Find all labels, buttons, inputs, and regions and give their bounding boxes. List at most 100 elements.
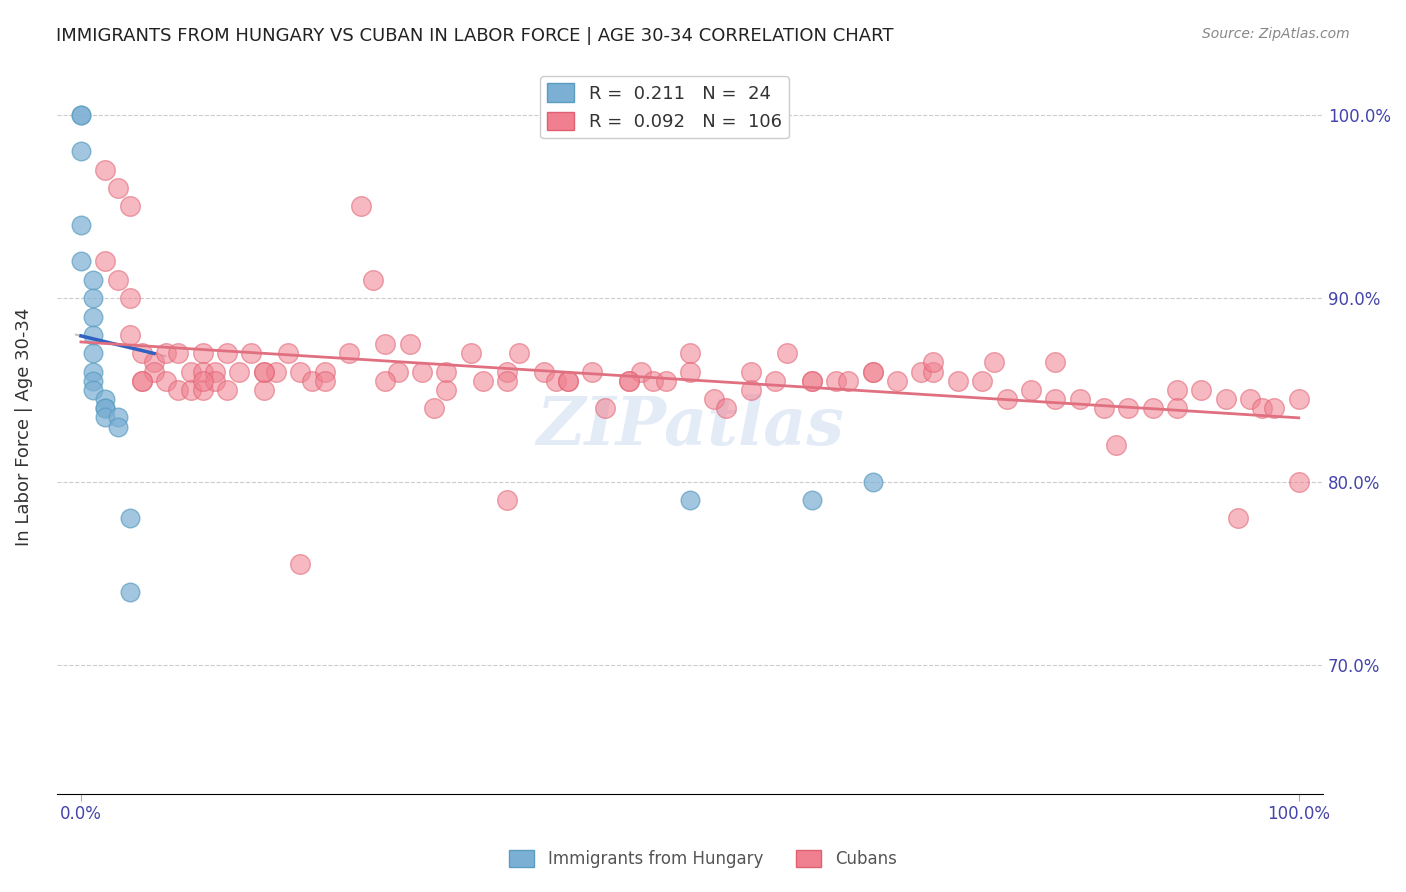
Point xyxy=(800,493,823,508)
Point xyxy=(167,383,190,397)
Point xyxy=(434,383,457,397)
Point xyxy=(460,346,482,360)
Point xyxy=(94,392,117,406)
Point xyxy=(82,273,104,287)
Point xyxy=(800,374,823,388)
Point xyxy=(118,584,141,599)
Point xyxy=(1045,355,1067,369)
Point xyxy=(131,374,153,388)
Point xyxy=(82,374,104,388)
Point xyxy=(1189,383,1212,397)
Point xyxy=(361,273,384,287)
Point xyxy=(82,383,104,397)
Point xyxy=(1142,401,1164,416)
Point xyxy=(557,374,579,388)
Point xyxy=(617,374,640,388)
Point xyxy=(679,346,702,360)
Point xyxy=(837,374,859,388)
Point xyxy=(1105,438,1128,452)
Point xyxy=(107,181,129,195)
Point xyxy=(910,365,932,379)
Point xyxy=(143,365,166,379)
Point xyxy=(1288,392,1310,406)
Point xyxy=(508,346,530,360)
Point xyxy=(1263,401,1285,416)
Point xyxy=(337,346,360,360)
Point xyxy=(862,365,884,379)
Point xyxy=(253,383,276,397)
Point xyxy=(180,383,202,397)
Point xyxy=(82,310,104,324)
Point xyxy=(240,346,263,360)
Point xyxy=(70,218,93,232)
Point xyxy=(1166,383,1188,397)
Point xyxy=(82,346,104,360)
Point xyxy=(82,327,104,342)
Point xyxy=(740,383,762,397)
Point xyxy=(253,365,276,379)
Text: IMMIGRANTS FROM HUNGARY VS CUBAN IN LABOR FORCE | AGE 30-34 CORRELATION CHART: IMMIGRANTS FROM HUNGARY VS CUBAN IN LABO… xyxy=(56,27,894,45)
Point xyxy=(82,291,104,305)
Point xyxy=(800,374,823,388)
Point xyxy=(191,346,214,360)
Point xyxy=(740,365,762,379)
Point xyxy=(471,374,494,388)
Point xyxy=(277,346,299,360)
Point xyxy=(118,291,141,305)
Point xyxy=(544,374,567,388)
Point xyxy=(398,337,420,351)
Point xyxy=(314,374,336,388)
Point xyxy=(972,374,994,388)
Point xyxy=(946,374,969,388)
Point xyxy=(217,383,239,397)
Point xyxy=(643,374,665,388)
Point xyxy=(1251,401,1274,416)
Y-axis label: In Labor Force | Age 30-34: In Labor Force | Age 30-34 xyxy=(15,308,32,546)
Point xyxy=(1045,392,1067,406)
Point xyxy=(155,374,177,388)
Text: ZIPatlas: ZIPatlas xyxy=(536,394,844,459)
Point xyxy=(922,365,945,379)
Point xyxy=(630,365,652,379)
Point xyxy=(131,374,153,388)
Point xyxy=(763,374,786,388)
Point xyxy=(1226,511,1249,525)
Point xyxy=(679,365,702,379)
Point xyxy=(204,374,226,388)
Legend: Immigrants from Hungary, Cubans: Immigrants from Hungary, Cubans xyxy=(503,843,903,875)
Point xyxy=(301,374,323,388)
Point xyxy=(288,365,311,379)
Point xyxy=(679,493,702,508)
Point xyxy=(387,365,409,379)
Point xyxy=(825,374,848,388)
Point xyxy=(70,108,93,122)
Point xyxy=(886,374,908,388)
Point xyxy=(434,365,457,379)
Point xyxy=(1239,392,1261,406)
Point xyxy=(180,365,202,379)
Point xyxy=(862,475,884,489)
Point xyxy=(593,401,616,416)
Point xyxy=(496,365,519,379)
Point xyxy=(118,199,141,213)
Point xyxy=(167,346,190,360)
Point xyxy=(204,365,226,379)
Point xyxy=(118,327,141,342)
Point xyxy=(94,401,117,416)
Point xyxy=(228,365,250,379)
Point xyxy=(776,346,799,360)
Point xyxy=(94,410,117,425)
Point xyxy=(1019,383,1042,397)
Point xyxy=(423,401,446,416)
Point xyxy=(191,365,214,379)
Point xyxy=(496,374,519,388)
Point xyxy=(983,355,1005,369)
Point xyxy=(350,199,373,213)
Point xyxy=(1116,401,1139,416)
Point xyxy=(253,365,276,379)
Point xyxy=(70,145,93,159)
Point xyxy=(191,374,214,388)
Point xyxy=(496,493,519,508)
Point xyxy=(94,162,117,177)
Point xyxy=(1215,392,1237,406)
